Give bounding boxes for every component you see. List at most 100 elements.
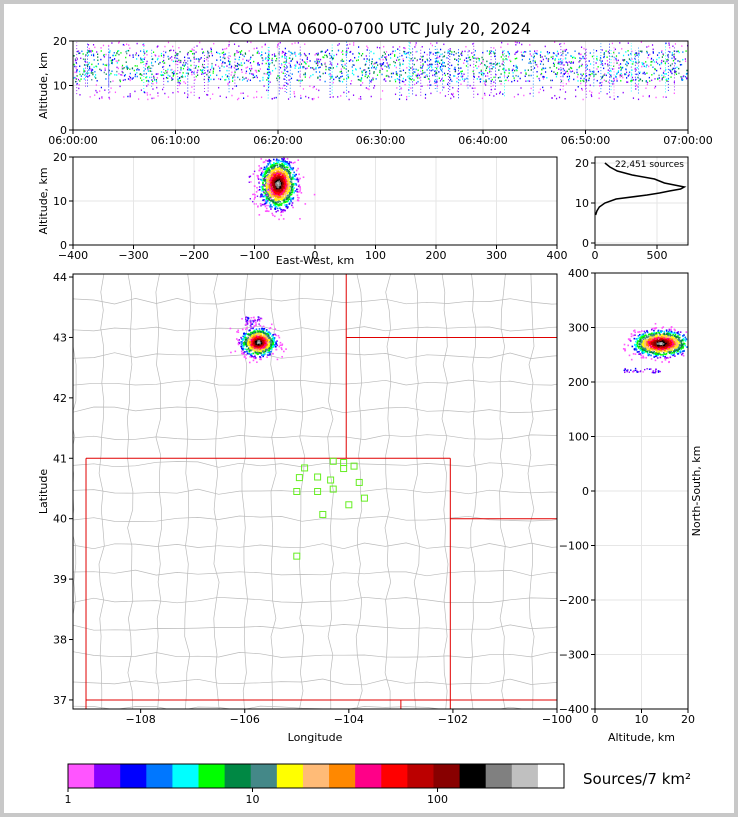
east-west-source-point — [300, 192, 303, 194]
storm-source-point — [262, 346, 265, 349]
time-height-source-point — [310, 67, 312, 69]
time-height-source-point — [171, 77, 173, 79]
time-height-source-point — [398, 59, 400, 61]
storm-source-point — [260, 334, 262, 336]
storm-source-point — [243, 332, 246, 335]
time-height-source-point — [553, 63, 555, 66]
time-height-source-point — [157, 45, 159, 47]
time-height-source-point — [370, 95, 372, 98]
east-west-source-point — [261, 175, 264, 178]
storm-source-point — [267, 349, 270, 352]
time-height-source-point — [216, 51, 218, 54]
time-height-source-point — [337, 49, 340, 52]
time-height-source-point — [236, 51, 238, 54]
storm-source-point — [263, 336, 265, 338]
time-height-source-point — [127, 67, 129, 69]
time-height-source-point — [79, 80, 81, 82]
east-west-source-point — [282, 186, 285, 189]
time-height-source-point — [106, 63, 108, 66]
east-west-source-point — [266, 194, 268, 197]
time-height-source-point — [100, 69, 102, 72]
storm-source-point — [245, 341, 248, 343]
east-west-source-point — [270, 172, 272, 175]
time-height-source-point — [547, 60, 549, 62]
time-height-source-point — [622, 54, 625, 57]
time-height-source-point — [167, 80, 169, 83]
time-height-source-point — [140, 89, 143, 91]
time-height-source-point — [560, 80, 563, 82]
time-height-source-point — [311, 98, 313, 100]
time-height-source-point — [268, 57, 270, 60]
east-west-source-point — [281, 209, 284, 211]
time-height-source-point — [460, 52, 463, 54]
time-height-source-point — [400, 87, 403, 90]
time-height-source-point — [571, 70, 574, 73]
east-west-source-point — [273, 163, 275, 166]
time-height-source-point — [119, 80, 121, 83]
time-height-source-point — [652, 48, 654, 51]
east-west-source-point — [272, 177, 275, 179]
east-west-source-point — [281, 171, 284, 174]
time-height-source-point — [388, 65, 390, 67]
east-west-source-point — [266, 180, 268, 183]
time-height-source-point — [237, 76, 239, 79]
east-west-source-point — [263, 161, 266, 163]
east-west-source-point — [267, 183, 269, 185]
east-west-source-point — [287, 186, 290, 188]
time-height-source-point — [405, 79, 407, 81]
county-border — [499, 274, 506, 709]
time-height-source-point — [488, 66, 490, 68]
east-west-source-point — [283, 185, 286, 187]
time-height-source-point — [607, 65, 609, 67]
time-height-source-point — [391, 52, 393, 55]
time-height-xtick-label: 06:30:00 — [356, 134, 405, 147]
map-ytick-label: 44 — [53, 271, 67, 284]
time-height-source-point — [400, 94, 403, 96]
time-height-source-point — [661, 56, 664, 58]
time-height-source-point — [431, 44, 434, 47]
time-height-source-point — [76, 70, 78, 72]
time-height-source-point — [249, 70, 252, 72]
storm-source-point — [235, 338, 238, 340]
time-height-source-point — [349, 59, 352, 61]
time-height-source-point — [628, 58, 631, 60]
time-height-source-point — [622, 91, 624, 94]
time-height-source-point — [118, 53, 120, 56]
time-height-source-point — [504, 72, 506, 74]
time-height-source-point — [73, 55, 75, 57]
time-height-source-point — [650, 64, 652, 66]
time-height-source-point — [460, 67, 462, 69]
time-height-source-point — [441, 63, 443, 66]
east-west-source-point — [265, 207, 268, 210]
east-west-source-point — [289, 166, 292, 169]
time-height-source-point — [184, 75, 186, 78]
time-height-source-point — [325, 68, 327, 71]
east-west-source-point — [268, 174, 271, 176]
time-height-source-point — [485, 79, 487, 81]
time-height-source-point — [469, 84, 471, 87]
time-height-source-point — [75, 67, 77, 69]
storm-source-point — [253, 357, 256, 360]
time-height-source-point — [557, 61, 560, 64]
time-height-source-point — [412, 72, 414, 75]
storm-source-point — [265, 329, 268, 331]
time-height-source-point — [245, 67, 247, 69]
time-height-source-point — [501, 63, 503, 65]
time-height-source-point — [89, 96, 91, 98]
time-height-source-point — [247, 78, 249, 81]
storm-source-point — [258, 328, 261, 330]
time-height-source-point — [257, 50, 259, 53]
time-height-source-point — [275, 59, 277, 62]
storm-source-point — [261, 345, 263, 348]
time-height-source-point — [636, 54, 638, 57]
time-height-source-point — [290, 51, 292, 54]
time-height-source-point — [91, 63, 93, 66]
storm-source-point — [271, 339, 273, 342]
time-height-source-point — [657, 77, 659, 80]
east-west-source-point — [280, 208, 282, 211]
time-height-source-point — [482, 58, 484, 61]
time-height-source-point — [230, 66, 232, 69]
map-ytick-label: 38 — [53, 634, 67, 647]
time-height-source-point — [174, 60, 177, 63]
time-height-source-point — [452, 92, 454, 95]
